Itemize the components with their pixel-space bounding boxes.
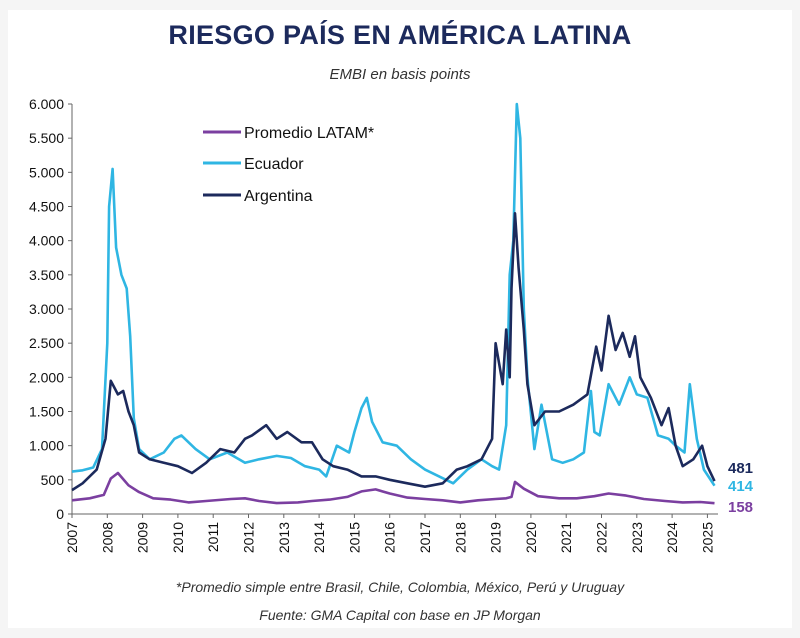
x-tick-label: 2015	[346, 522, 362, 553]
x-tick-label: 2025	[699, 522, 715, 553]
y-tick-label: 5.000	[29, 164, 64, 180]
chart-card	[8, 10, 792, 628]
y-tick-label: 4.500	[29, 199, 64, 215]
y-tick-label: 2.000	[29, 369, 64, 385]
legend-label: Promedio LATAM*	[244, 125, 374, 142]
chart-subtitle: EMBI en basis points	[329, 66, 471, 83]
x-tick-label: 2022	[594, 522, 610, 553]
x-tick-label: 2011	[205, 522, 221, 552]
x-tick-label: 2017	[417, 522, 433, 553]
y-tick-label: 0	[56, 506, 64, 522]
x-tick-label: 2016	[382, 522, 398, 553]
x-tick-label: 2013	[276, 522, 292, 553]
series-line-ecuador	[71, 102, 716, 487]
y-tick-label: 2.500	[29, 335, 64, 351]
x-tick-label: 2018	[452, 522, 468, 553]
x-tick-label: 2019	[488, 522, 504, 553]
legend-label: Argentina	[244, 188, 313, 205]
y-tick-label: 3.500	[29, 267, 64, 283]
source-note: Fuente: GMA Capital con base en JP Morga…	[259, 607, 541, 623]
y-tick-label: 6.000	[29, 96, 64, 112]
x-tick-label: 2021	[558, 522, 574, 553]
series-line-promedio-latam	[71, 471, 715, 505]
y-tick-label: 4.000	[29, 233, 64, 249]
y-tick-label: 1.500	[29, 404, 64, 420]
series-line-argentina	[71, 212, 716, 492]
x-tick-label: 2008	[99, 522, 115, 553]
x-tick-label: 2012	[241, 522, 257, 553]
x-tick-label: 2024	[664, 522, 680, 553]
end-value-label: 481	[728, 460, 753, 477]
x-tick-label: 2014	[311, 522, 327, 553]
end-value-label: 414	[728, 478, 754, 495]
legend-label: Ecuador	[244, 156, 304, 173]
y-tick-label: 500	[41, 472, 65, 488]
end-value-label: 158	[728, 499, 753, 516]
footnote: *Promedio simple entre Brasil, Chile, Co…	[175, 579, 625, 595]
x-tick-label: 2007	[64, 522, 80, 553]
y-tick-label: 5.500	[29, 130, 64, 146]
x-tick-label: 2010	[170, 522, 186, 553]
y-tick-label: 3.000	[29, 301, 64, 317]
x-tick-label: 2020	[523, 522, 539, 553]
chart-title: RIESGO PAÍS EN AMÉRICA LATINA	[168, 20, 632, 50]
x-tick-label: 2009	[135, 522, 151, 553]
y-tick-label: 1.000	[29, 438, 64, 454]
x-tick-label: 2023	[629, 522, 645, 553]
